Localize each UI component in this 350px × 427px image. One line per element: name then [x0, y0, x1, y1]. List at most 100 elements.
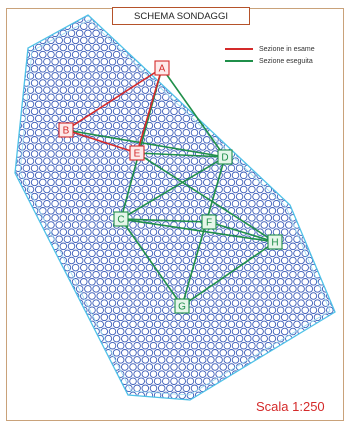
- pile-circle: [166, 228, 174, 236]
- pile-circle: [260, 150, 268, 158]
- pile-circle: [18, 341, 27, 350]
- pile-circle: [59, 86, 68, 94]
- marker-box: [154, 60, 170, 76]
- pile-circle: [198, 327, 207, 336]
- pile-circle: [34, 370, 43, 378]
- pile-circle: [133, 171, 141, 180]
- pile-circle: [116, 72, 125, 80]
- pile-circle: [309, 363, 318, 371]
- pile-circle: [276, 207, 285, 215]
- pile-circle: [330, 356, 335, 364]
- pile-circle: [227, 391, 236, 400]
- pile-circle: [313, 157, 322, 165]
- pile-circle: [219, 192, 227, 201]
- pile-circle: [211, 79, 219, 87]
- pile-circle: [43, 327, 51, 336]
- pile-circle: [129, 107, 137, 116]
- pile-circle: [63, 306, 72, 314]
- pile-circle: [166, 114, 174, 123]
- marker-c: C: [113, 211, 129, 227]
- pile-circle: [248, 285, 256, 293]
- pile-circle: [223, 171, 232, 180]
- pile-circle: [18, 398, 27, 400]
- pile-circle: [125, 299, 133, 307]
- pile-circle: [178, 334, 186, 343]
- pile-circle: [264, 356, 273, 364]
- pile-circle: [84, 57, 92, 66]
- pile-circle: [34, 285, 43, 293]
- pile-circle: [84, 157, 92, 165]
- pile-circle: [276, 278, 285, 286]
- pile-circle: [276, 306, 285, 314]
- pile-circle: [157, 86, 166, 94]
- pile-circle: [280, 86, 289, 94]
- pile-circle: [92, 270, 100, 279]
- pile-circle: [30, 235, 39, 243]
- pile-circle: [104, 121, 113, 130]
- pile-circle: [227, 164, 236, 172]
- pile-circle: [326, 136, 334, 144]
- pile-circle: [133, 72, 141, 80]
- pile-circle: [293, 178, 301, 187]
- pile-circle: [108, 313, 117, 322]
- pile-circle: [104, 15, 113, 16]
- pile-circle: [55, 65, 63, 73]
- pile-circle: [153, 349, 162, 357]
- pile-circle: [55, 363, 63, 371]
- marker-label: A: [159, 64, 166, 75]
- pile-circle: [149, 114, 158, 123]
- pile-circle: [15, 306, 22, 314]
- pile-circle: [313, 327, 322, 336]
- pile-circle: [26, 185, 35, 194]
- pile-circle: [334, 93, 335, 101]
- pile-circle: [162, 363, 170, 371]
- pile-circle: [149, 128, 158, 137]
- pile-circle: [285, 150, 293, 158]
- pile-circle: [92, 57, 100, 66]
- pile-circle: [223, 398, 232, 400]
- pile-circle: [80, 320, 88, 329]
- pile-circle: [297, 285, 305, 293]
- pile-circle: [317, 192, 326, 201]
- pile-circle: [104, 334, 113, 343]
- pile-circle: [239, 313, 248, 322]
- pile-circle: [71, 164, 80, 172]
- pile-circle: [47, 263, 55, 272]
- pile-circle: [256, 370, 264, 378]
- pile-circle: [227, 121, 236, 130]
- pile-circle: [92, 29, 100, 38]
- pile-circle: [207, 171, 215, 180]
- pile-circle: [59, 398, 68, 400]
- pile-circle: [231, 143, 240, 151]
- pile-circle: [256, 341, 264, 350]
- pile-circle: [317, 93, 326, 101]
- pile-circle: [39, 249, 47, 258]
- pile-circle: [15, 93, 22, 101]
- pile-circle: [22, 93, 31, 101]
- pile-circle: [239, 114, 248, 123]
- pile-circle: [153, 377, 162, 385]
- pile-circle: [174, 356, 182, 364]
- pile-circle: [309, 15, 318, 16]
- pile-circle: [7, 392, 14, 399]
- pile-circle: [174, 398, 182, 400]
- pile-circle: [104, 150, 113, 158]
- pile-circle: [92, 43, 100, 52]
- pile-circle: [55, 292, 63, 300]
- pile-circle: [15, 384, 18, 393]
- pile-circle: [15, 249, 22, 258]
- pile-circle: [116, 100, 125, 109]
- pile-circle: [219, 263, 227, 272]
- pile-circle: [297, 199, 305, 208]
- pile-circle: [305, 100, 314, 109]
- pile-circle: [272, 114, 281, 123]
- pile-circle: [260, 93, 268, 101]
- pile-circle: [223, 29, 232, 38]
- pile-circle: [34, 86, 43, 94]
- pile-circle: [92, 100, 100, 109]
- pile-circle: [7, 137, 14, 144]
- pile-circle: [227, 178, 236, 187]
- pile-circle: [182, 270, 191, 279]
- pile-circle: [309, 235, 318, 243]
- pile-circle: [256, 143, 264, 151]
